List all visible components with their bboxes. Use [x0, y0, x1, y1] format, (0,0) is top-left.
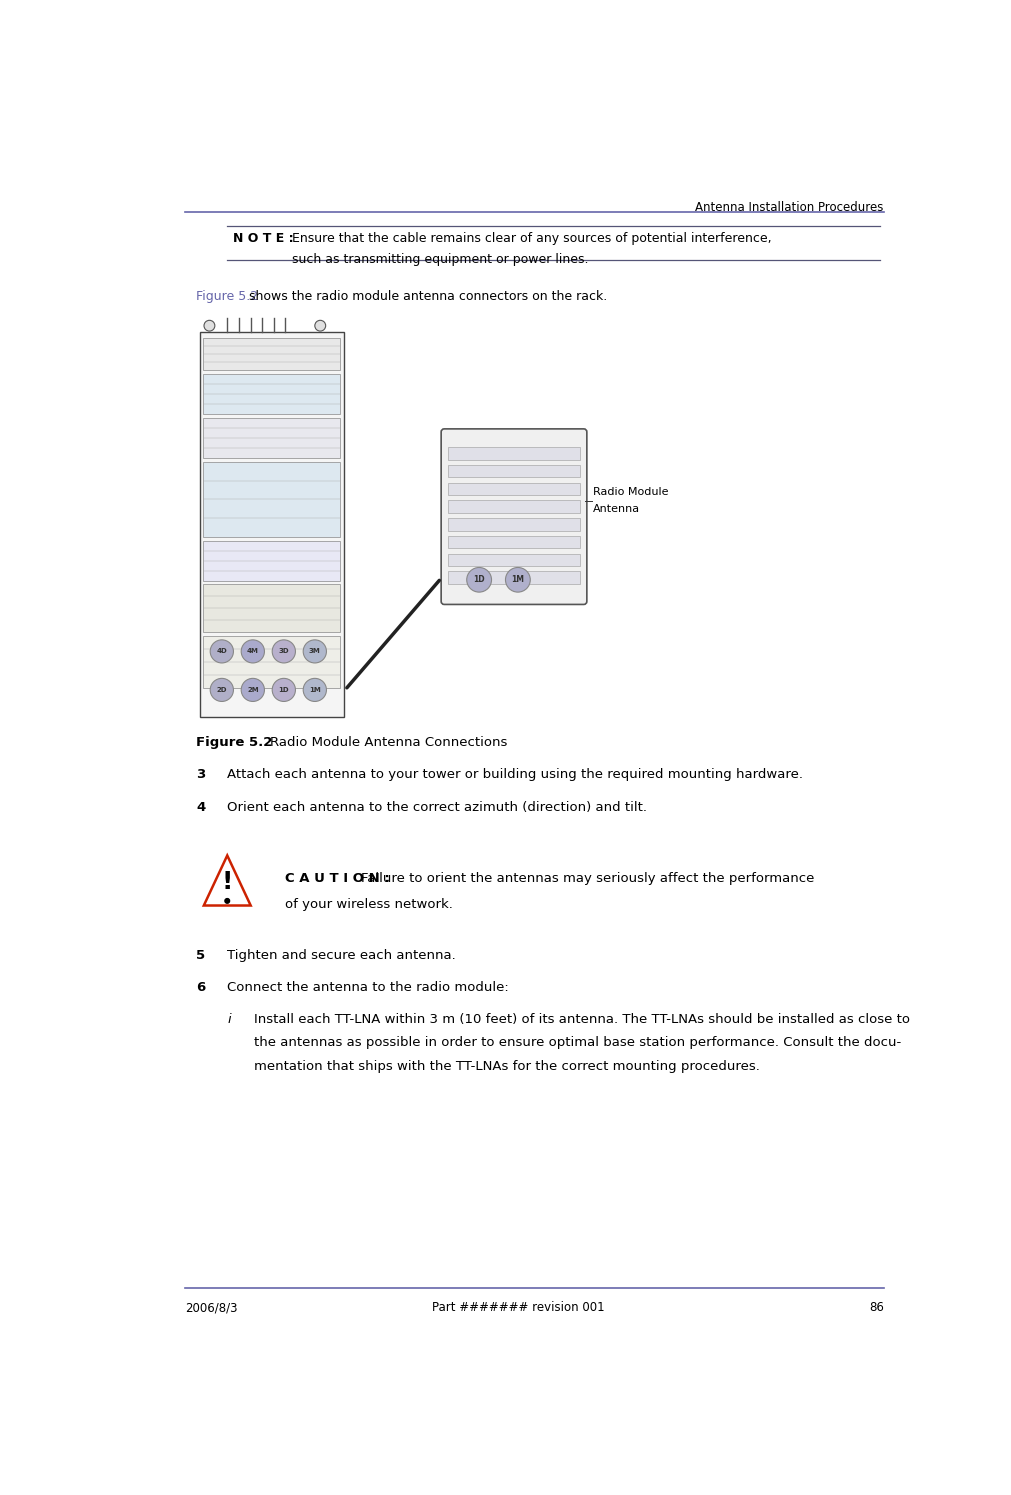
Text: such as transmitting equipment or power lines.: such as transmitting equipment or power … — [292, 253, 588, 266]
Text: Ensure that the cable remains clear of any sources of potential interference,: Ensure that the cable remains clear of a… — [292, 232, 771, 245]
Text: 5: 5 — [196, 949, 205, 961]
Text: Part ####### revision 001: Part ####### revision 001 — [432, 1301, 605, 1314]
Circle shape — [241, 679, 264, 701]
Circle shape — [303, 640, 327, 662]
Text: 1M: 1M — [308, 686, 320, 692]
Text: 1M: 1M — [511, 576, 524, 585]
Text: N O T E :: N O T E : — [234, 232, 294, 245]
Text: 4D: 4D — [216, 649, 227, 655]
Text: 4: 4 — [196, 801, 205, 813]
Text: 2006/8/3: 2006/8/3 — [184, 1301, 237, 1314]
Text: Install each TT-LNA within 3 m (10 feet) of its antenna. The TT-LNAs should be i: Install each TT-LNA within 3 m (10 feet)… — [254, 1014, 910, 1026]
FancyBboxPatch shape — [441, 429, 586, 604]
Circle shape — [241, 640, 264, 662]
FancyBboxPatch shape — [203, 635, 340, 688]
Text: 3M: 3M — [308, 649, 320, 655]
FancyBboxPatch shape — [448, 465, 579, 477]
FancyBboxPatch shape — [203, 338, 340, 371]
Text: Antenna: Antenna — [592, 504, 640, 514]
Circle shape — [224, 898, 229, 903]
Circle shape — [210, 640, 234, 662]
Text: 6: 6 — [196, 981, 205, 994]
FancyBboxPatch shape — [203, 374, 340, 414]
Circle shape — [210, 679, 234, 701]
FancyBboxPatch shape — [448, 519, 579, 531]
Circle shape — [504, 568, 530, 592]
Circle shape — [272, 679, 295, 701]
Text: 3: 3 — [196, 768, 205, 782]
Text: Radio Module: Radio Module — [592, 487, 668, 498]
Circle shape — [204, 320, 214, 330]
Circle shape — [466, 568, 491, 592]
Text: Orient each antenna to the correct azimuth (direction) and tilt.: Orient each antenna to the correct azimu… — [227, 801, 647, 813]
Text: Radio Module Antenna Connections: Radio Module Antenna Connections — [253, 736, 507, 749]
Text: 1D: 1D — [278, 686, 289, 692]
Text: Antenna Installation Procedures: Antenna Installation Procedures — [695, 200, 883, 214]
FancyBboxPatch shape — [448, 553, 579, 567]
Text: !: ! — [221, 870, 233, 894]
Text: Figure 5.2: Figure 5.2 — [196, 736, 272, 749]
Circle shape — [314, 320, 326, 330]
FancyBboxPatch shape — [448, 535, 579, 549]
Text: shows the radio module antenna connectors on the rack.: shows the radio module antenna connector… — [245, 290, 607, 302]
FancyBboxPatch shape — [203, 419, 340, 457]
FancyBboxPatch shape — [203, 541, 340, 580]
FancyBboxPatch shape — [448, 483, 579, 495]
Text: 2D: 2D — [216, 686, 226, 692]
Text: 3D: 3D — [278, 649, 289, 655]
Text: Figure 5.2: Figure 5.2 — [196, 290, 258, 302]
Text: the antennas as possible in order to ensure optimal base station performance. Co: the antennas as possible in order to ens… — [254, 1036, 901, 1049]
Text: mentation that ships with the TT-LNAs for the correct mounting procedures.: mentation that ships with the TT-LNAs fo… — [254, 1060, 759, 1072]
Polygon shape — [203, 855, 251, 906]
Text: C A U T I O N :: C A U T I O N : — [285, 872, 389, 885]
FancyBboxPatch shape — [448, 501, 579, 513]
FancyBboxPatch shape — [200, 332, 343, 718]
FancyBboxPatch shape — [448, 447, 579, 459]
Text: 2M: 2M — [247, 686, 259, 692]
Text: 4M: 4M — [247, 649, 259, 655]
Text: Attach each antenna to your tower or building using the required mounting hardwa: Attach each antenna to your tower or bui… — [227, 768, 803, 782]
Text: Tighten and secure each antenna.: Tighten and secure each antenna. — [227, 949, 456, 961]
Text: 86: 86 — [867, 1301, 883, 1314]
Circle shape — [272, 640, 295, 662]
Circle shape — [303, 679, 327, 701]
FancyBboxPatch shape — [448, 571, 579, 583]
Text: of your wireless network.: of your wireless network. — [285, 898, 453, 910]
FancyBboxPatch shape — [203, 585, 340, 632]
FancyBboxPatch shape — [203, 462, 340, 537]
Text: Failure to orient the antennas may seriously affect the performance: Failure to orient the antennas may serio… — [360, 872, 813, 885]
Text: 1D: 1D — [473, 576, 484, 585]
Text: i: i — [227, 1014, 231, 1026]
Text: Connect the antenna to the radio module:: Connect the antenna to the radio module: — [227, 981, 509, 994]
